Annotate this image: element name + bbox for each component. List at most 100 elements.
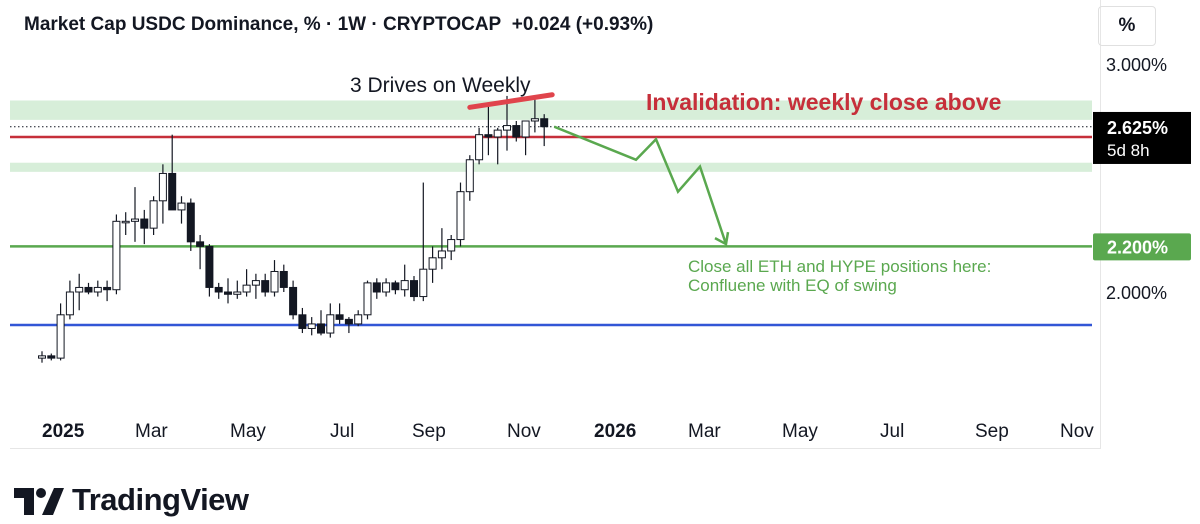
percent-scale-button[interactable]: % <box>1098 6 1156 46</box>
candle <box>261 273 270 297</box>
supply-zone <box>10 162 1092 172</box>
candle-body <box>419 268 428 298</box>
source-label: CRYPTOCAP <box>382 14 502 35</box>
candle-body <box>131 218 139 222</box>
candle <box>56 303 65 361</box>
candle <box>503 95 511 151</box>
candle-body <box>512 125 521 138</box>
candle <box>93 280 102 297</box>
candle-body <box>530 118 539 122</box>
x-axis-tick-label: Mar <box>135 421 168 442</box>
target-price-value: 2.200% <box>1107 237 1168 257</box>
x-axis-tick-label: 2026 <box>594 421 636 442</box>
candle <box>512 121 521 142</box>
candle-body <box>205 245 214 288</box>
x-axis-tick-label: Nov <box>507 421 541 442</box>
candle <box>121 212 130 235</box>
candle-body <box>326 314 335 334</box>
header-separator: · <box>320 14 338 35</box>
candle-body <box>140 218 149 229</box>
current-price-value: 2.625% <box>1107 118 1168 138</box>
x-axis-tick-label: Mar <box>688 421 721 442</box>
candle <box>493 127 502 165</box>
bar-countdown: 5d 8h <box>1107 141 1150 160</box>
candle-body <box>65 291 74 316</box>
x-axis-tick-label: Sep <box>975 421 1009 442</box>
candle-body <box>400 280 409 291</box>
candle-body <box>168 172 177 211</box>
candle-body <box>112 220 121 291</box>
candle-body <box>317 323 325 334</box>
candle <box>354 310 363 327</box>
candle <box>428 246 437 283</box>
candle-body <box>38 355 46 359</box>
symbol-title[interactable]: Market Cap USDC Dominance, % <box>24 14 321 35</box>
y-axis-tick-label: 2.000% <box>1106 283 1167 303</box>
candle-body <box>47 355 56 359</box>
candle <box>75 273 84 311</box>
candle <box>112 214 121 295</box>
candle <box>530 98 539 133</box>
candle <box>177 196 186 224</box>
candle <box>279 264 288 292</box>
candle-body <box>344 318 353 325</box>
candle-body <box>158 172 167 202</box>
x-axis-tick-label: Jul <box>880 421 904 442</box>
tradingview-wordmark: TradingView <box>72 482 249 517</box>
candle <box>335 303 344 324</box>
candle-body <box>56 314 65 359</box>
candle <box>447 235 456 261</box>
candle-body <box>335 314 344 320</box>
candle-body <box>196 241 205 247</box>
candle <box>158 164 167 224</box>
candle <box>521 120 530 156</box>
current-price-tag <box>1093 111 1191 164</box>
interval-label[interactable]: 1W <box>337 14 367 35</box>
projection-path <box>553 125 728 245</box>
candle <box>317 310 325 336</box>
candle-body <box>503 125 511 131</box>
candle-body <box>289 286 298 316</box>
candle-body <box>410 280 418 298</box>
candle <box>168 134 177 211</box>
change-value: +0.024 (+0.93%) <box>511 14 654 35</box>
candle <box>131 187 139 242</box>
projection-arrowhead <box>714 231 730 247</box>
candle <box>186 198 195 251</box>
candle-body <box>437 250 446 259</box>
price-chart[interactable]: 3 Drives on Weekly Invalidation: weekly c… <box>0 0 1200 460</box>
candle-body <box>307 323 316 329</box>
candle-body <box>233 291 242 295</box>
candle-body <box>103 286 112 291</box>
candle-body <box>186 202 195 243</box>
candle-body <box>214 286 223 293</box>
candle-body <box>447 239 456 252</box>
candle <box>344 317 353 334</box>
candle <box>65 280 74 320</box>
candle-body <box>177 202 186 211</box>
candle <box>149 196 158 235</box>
candle-body <box>391 282 400 291</box>
tradingview-logo[interactable]: TradingView <box>14 478 249 522</box>
pattern-annotation: 3 Drives on Weekly <box>350 74 531 97</box>
candle-body <box>428 257 437 270</box>
candle <box>233 280 242 299</box>
candle <box>456 182 465 247</box>
candle-body <box>493 129 502 138</box>
candle <box>419 182 428 302</box>
candle-body <box>121 220 130 224</box>
candle <box>540 114 549 147</box>
candle-body <box>372 282 381 293</box>
candle-body <box>354 314 363 325</box>
target-price-tag <box>1093 233 1191 261</box>
chart-frame <box>10 0 1101 449</box>
y-axis-tick-label: 3.000% <box>1106 55 1167 75</box>
candle <box>214 282 223 299</box>
header-separator: · <box>366 14 383 35</box>
x-axis-tick-label: Nov <box>1060 421 1094 442</box>
candle-body <box>84 286 93 293</box>
invalidation-annotation: Invalidation: weekly close above <box>646 89 1001 115</box>
candle-body <box>521 120 530 138</box>
candle <box>251 273 260 299</box>
candle-body <box>75 286 84 293</box>
